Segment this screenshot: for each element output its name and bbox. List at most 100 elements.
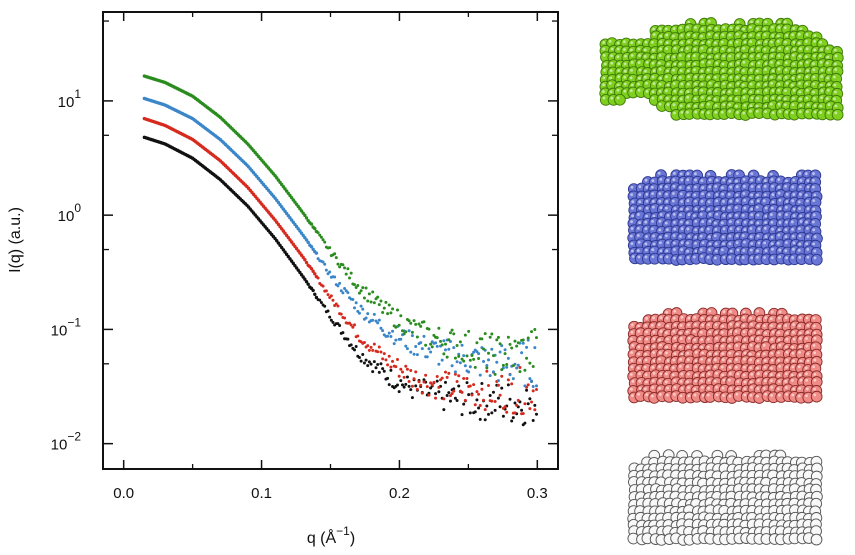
data-point xyxy=(394,365,398,369)
bead-highlight xyxy=(659,47,662,51)
bead-highlight xyxy=(678,452,682,456)
data-point xyxy=(520,408,524,412)
bead-highlight xyxy=(715,207,719,211)
bead-highlight xyxy=(721,324,724,328)
bead-highlight xyxy=(770,213,773,216)
x-tick-label: 0.1 xyxy=(251,485,272,502)
data-point xyxy=(468,365,472,369)
data-point xyxy=(336,284,340,288)
bead-highlight xyxy=(818,54,822,58)
data-point xyxy=(448,394,452,398)
data-point xyxy=(442,408,446,412)
bead-highlight xyxy=(700,358,704,361)
bead-highlight xyxy=(764,235,768,238)
bead-highlight xyxy=(749,235,753,239)
bead-highlight xyxy=(742,500,746,504)
bead-highlight xyxy=(735,508,738,511)
bead-highlight xyxy=(645,500,648,504)
bead-highlight xyxy=(785,200,789,203)
bead-highlight xyxy=(652,344,656,348)
bead-highlight xyxy=(686,494,690,498)
bead-highlight xyxy=(694,521,698,525)
data-point xyxy=(372,301,376,305)
bead-highlight xyxy=(736,493,740,497)
data-point xyxy=(515,344,519,348)
bead-highlight xyxy=(722,214,726,218)
bead-highlight xyxy=(763,535,767,539)
bead-highlight xyxy=(678,520,682,524)
bead-highlight xyxy=(792,459,796,463)
bead-highlight xyxy=(728,351,732,355)
data-point xyxy=(331,298,335,302)
bead-highlight xyxy=(742,472,746,476)
bead-highlight xyxy=(715,212,719,216)
bead-highlight xyxy=(777,515,781,519)
bead-highlight xyxy=(735,199,739,202)
data-point xyxy=(309,266,314,271)
bead-highlight xyxy=(671,366,675,369)
data-point xyxy=(457,374,461,378)
bead-highlight xyxy=(728,234,732,238)
bead-highlight xyxy=(659,316,663,319)
bead-highlight xyxy=(729,227,733,231)
bead-highlight xyxy=(764,40,768,44)
bead-highlight xyxy=(700,310,703,314)
bead-highlight xyxy=(671,373,675,377)
data-point xyxy=(333,252,337,256)
bead-highlight xyxy=(666,213,670,217)
bead-highlight xyxy=(756,501,760,505)
bead-highlight xyxy=(708,459,712,463)
data-point xyxy=(404,344,408,348)
y-axis-label: I(q) (a.u.) xyxy=(7,207,24,273)
bead-highlight xyxy=(722,90,726,94)
data-point xyxy=(309,244,314,249)
bead-highlight xyxy=(771,227,774,231)
bead-highlight xyxy=(714,228,718,231)
bead-highlight xyxy=(722,178,726,182)
bead-highlight xyxy=(784,494,787,498)
bead-highlight xyxy=(799,97,802,101)
bead-highlight xyxy=(805,316,809,320)
bead-highlight xyxy=(715,480,718,484)
bead-highlight xyxy=(699,480,703,484)
bead-highlight xyxy=(799,61,803,65)
bead-cluster xyxy=(599,17,844,121)
data-point xyxy=(371,318,375,322)
bead-highlight xyxy=(770,256,774,260)
data-point xyxy=(501,363,505,367)
bead-highlight xyxy=(799,378,803,382)
bead-highlight xyxy=(771,501,775,504)
data-point xyxy=(528,361,532,365)
bead-highlight xyxy=(792,529,796,533)
bead-highlight xyxy=(686,365,689,369)
data-point xyxy=(356,334,360,338)
bead-highlight xyxy=(658,61,661,65)
bead-highlight xyxy=(699,234,703,238)
bead-highlight xyxy=(701,110,704,114)
bead-highlight xyxy=(743,198,747,202)
bead-highlight xyxy=(722,255,726,259)
bead-highlight xyxy=(771,528,775,531)
bead-highlight xyxy=(672,466,676,469)
data-point xyxy=(443,380,447,384)
bead-highlight xyxy=(750,213,754,217)
bead-highlight xyxy=(720,110,724,114)
bead-highlight xyxy=(638,54,642,57)
bead-highlight xyxy=(643,387,647,391)
bead-highlight xyxy=(812,68,816,72)
data-point xyxy=(389,365,393,369)
bead-highlight xyxy=(651,478,654,482)
bead-highlight xyxy=(792,241,796,245)
bead-highlight xyxy=(700,316,704,320)
bead-highlight xyxy=(756,96,759,100)
bead-highlight xyxy=(665,310,669,314)
bead-highlight xyxy=(638,372,641,376)
bead-highlight xyxy=(721,338,725,342)
bead xyxy=(810,390,823,403)
bead-highlight xyxy=(651,61,655,65)
data-point xyxy=(399,379,403,383)
series xyxy=(142,74,538,376)
bead-highlight xyxy=(764,521,768,525)
bead-highlight xyxy=(708,213,712,216)
bead-highlight xyxy=(813,97,816,100)
